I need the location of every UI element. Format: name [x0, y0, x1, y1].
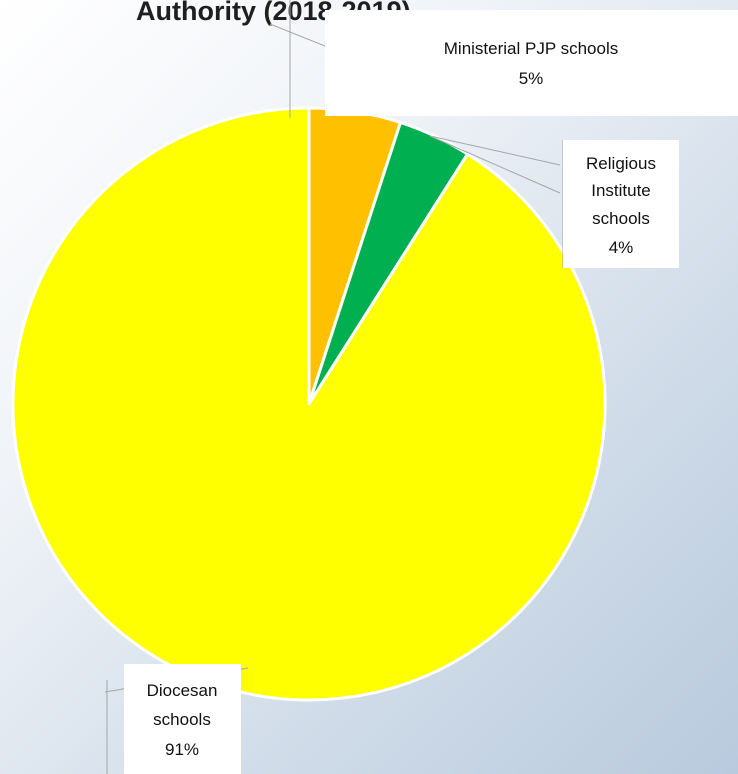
label-name-religious-2: Institute — [591, 181, 651, 200]
label-name-religious-1: Religious — [586, 154, 656, 173]
svg-text:5%: 5% — [519, 69, 544, 88]
leader-line-religious — [429, 135, 561, 166]
label-name-ministerial: Ministerial PJP schools — [444, 39, 618, 58]
label-value-ministerial: 5% — [519, 69, 544, 88]
label-name-diocesan-2: schools — [153, 710, 211, 729]
label-box-diocesan — [124, 664, 241, 774]
svg-text:4%: 4% — [609, 238, 634, 257]
pie-slices — [11, 106, 607, 702]
leader-line-religious-2 — [429, 135, 561, 194]
data-label-ministerial: Ministerial PJP schools 5% — [325, 10, 738, 116]
slice-diocesan — [11, 106, 607, 702]
svg-text:Institute: Institute — [591, 181, 651, 200]
svg-text:schools: schools — [592, 209, 650, 228]
data-label-diocesan: Diocesan schools 91% — [124, 664, 241, 774]
svg-text:Diocesan: Diocesan — [147, 681, 218, 700]
svg-text:Religious: Religious — [586, 154, 656, 173]
svg-text:91%: 91% — [165, 740, 199, 759]
svg-text:schools: schools — [153, 710, 211, 729]
label-box-religious — [563, 140, 679, 268]
label-name-diocesan-1: Diocesan — [147, 681, 218, 700]
svg-text:Ministerial PJP schools: Ministerial PJP schools — [444, 39, 618, 58]
label-name-religious-3: schools — [592, 209, 650, 228]
label-value-religious: 4% — [609, 238, 634, 257]
data-label-religious: Religious Institute schools 4% — [563, 140, 679, 268]
label-box-ministerial — [325, 10, 738, 116]
label-value-diocesan: 91% — [165, 740, 199, 759]
